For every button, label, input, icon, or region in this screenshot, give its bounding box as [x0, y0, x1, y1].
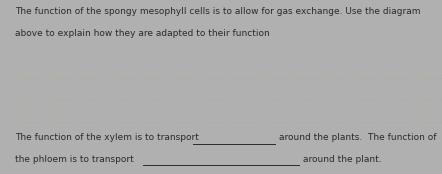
Text: above to explain how they are adapted to their function: above to explain how they are adapted to…	[15, 29, 270, 38]
Text: around the plant.: around the plant.	[303, 155, 382, 164]
Text: the phloem is to transport: the phloem is to transport	[15, 155, 134, 164]
Text: The function of the xylem is to transport: The function of the xylem is to transpor…	[15, 133, 199, 142]
Text: The function of the spongy mesophyll cells is to allow for gas exchange. Use the: The function of the spongy mesophyll cel…	[15, 7, 421, 16]
Text: around the plants.  The function of: around the plants. The function of	[279, 133, 437, 142]
